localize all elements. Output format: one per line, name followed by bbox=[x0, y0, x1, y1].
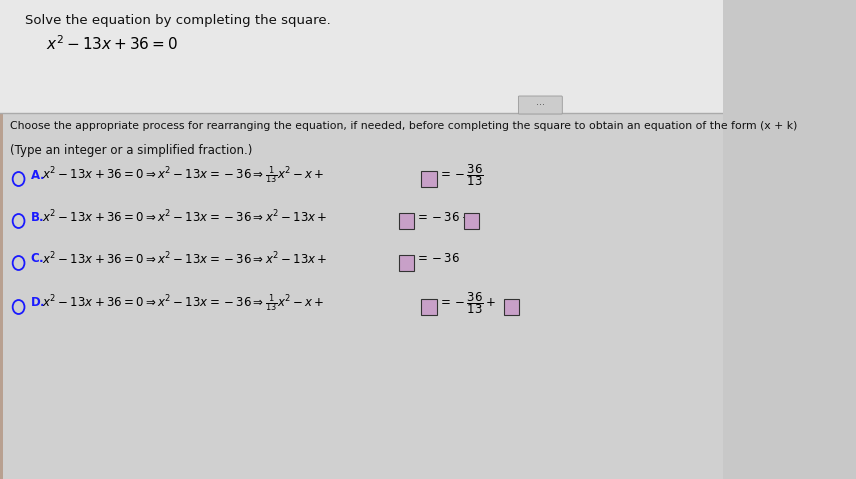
Text: $=-\dfrac{36}{13}+$: $=-\dfrac{36}{13}+$ bbox=[438, 290, 496, 316]
Bar bbox=[0, 113, 722, 479]
Bar bbox=[399, 213, 413, 229]
Text: $=-\dfrac{36}{13}$: $=-\dfrac{36}{13}$ bbox=[438, 162, 484, 188]
Bar bbox=[421, 299, 437, 315]
Text: $x^2-13x+36=0\Rightarrow x^2-13x=-36\Rightarrow x^2-13x+$: $x^2-13x+36=0\Rightarrow x^2-13x=-36\Rig… bbox=[42, 209, 328, 225]
Text: $x^2-13x+36=0\Rightarrow x^2-13x=-36\Rightarrow x^2-13x+$: $x^2-13x+36=0\Rightarrow x^2-13x=-36\Rig… bbox=[42, 251, 328, 267]
Text: $\mathbf{C.}$: $\mathbf{C.}$ bbox=[30, 252, 44, 265]
Text: Solve the equation by completing the square.: Solve the equation by completing the squ… bbox=[26, 14, 331, 27]
Text: $\mathbf{B.}$: $\mathbf{B.}$ bbox=[30, 210, 44, 224]
Text: $=-36$: $=-36$ bbox=[415, 252, 461, 265]
Bar bbox=[0, 113, 3, 479]
Bar bbox=[421, 171, 437, 187]
Text: $x^2-13x+36=0$: $x^2-13x+36=0$ bbox=[46, 34, 178, 53]
FancyBboxPatch shape bbox=[519, 96, 562, 114]
Text: Choose the appropriate process for rearranging the equation, if needed, before c: Choose the appropriate process for rearr… bbox=[10, 121, 798, 131]
Text: $x^2-13x+36=0\Rightarrow x^2-13x=-36\Rightarrow \frac{1}{13}x^2-x+$: $x^2-13x+36=0\Rightarrow x^2-13x=-36\Rig… bbox=[42, 292, 324, 314]
Bar bbox=[463, 213, 479, 229]
Bar bbox=[504, 299, 520, 315]
Text: $=-36+$: $=-36+$ bbox=[415, 210, 473, 224]
Text: $\mathbf{A.}$: $\mathbf{A.}$ bbox=[30, 169, 44, 182]
Text: ···: ··· bbox=[536, 100, 545, 110]
Bar bbox=[399, 255, 413, 271]
Text: $x^2-13x+36=0\Rightarrow x^2-13x=-36\Rightarrow \frac{1}{13}x^2-x+$: $x^2-13x+36=0\Rightarrow x^2-13x=-36\Rig… bbox=[42, 164, 324, 186]
Bar bbox=[0, 0, 722, 113]
Text: (Type an integer or a simplified fraction.): (Type an integer or a simplified fractio… bbox=[10, 144, 253, 157]
Text: $\mathbf{D.}$: $\mathbf{D.}$ bbox=[30, 297, 45, 309]
